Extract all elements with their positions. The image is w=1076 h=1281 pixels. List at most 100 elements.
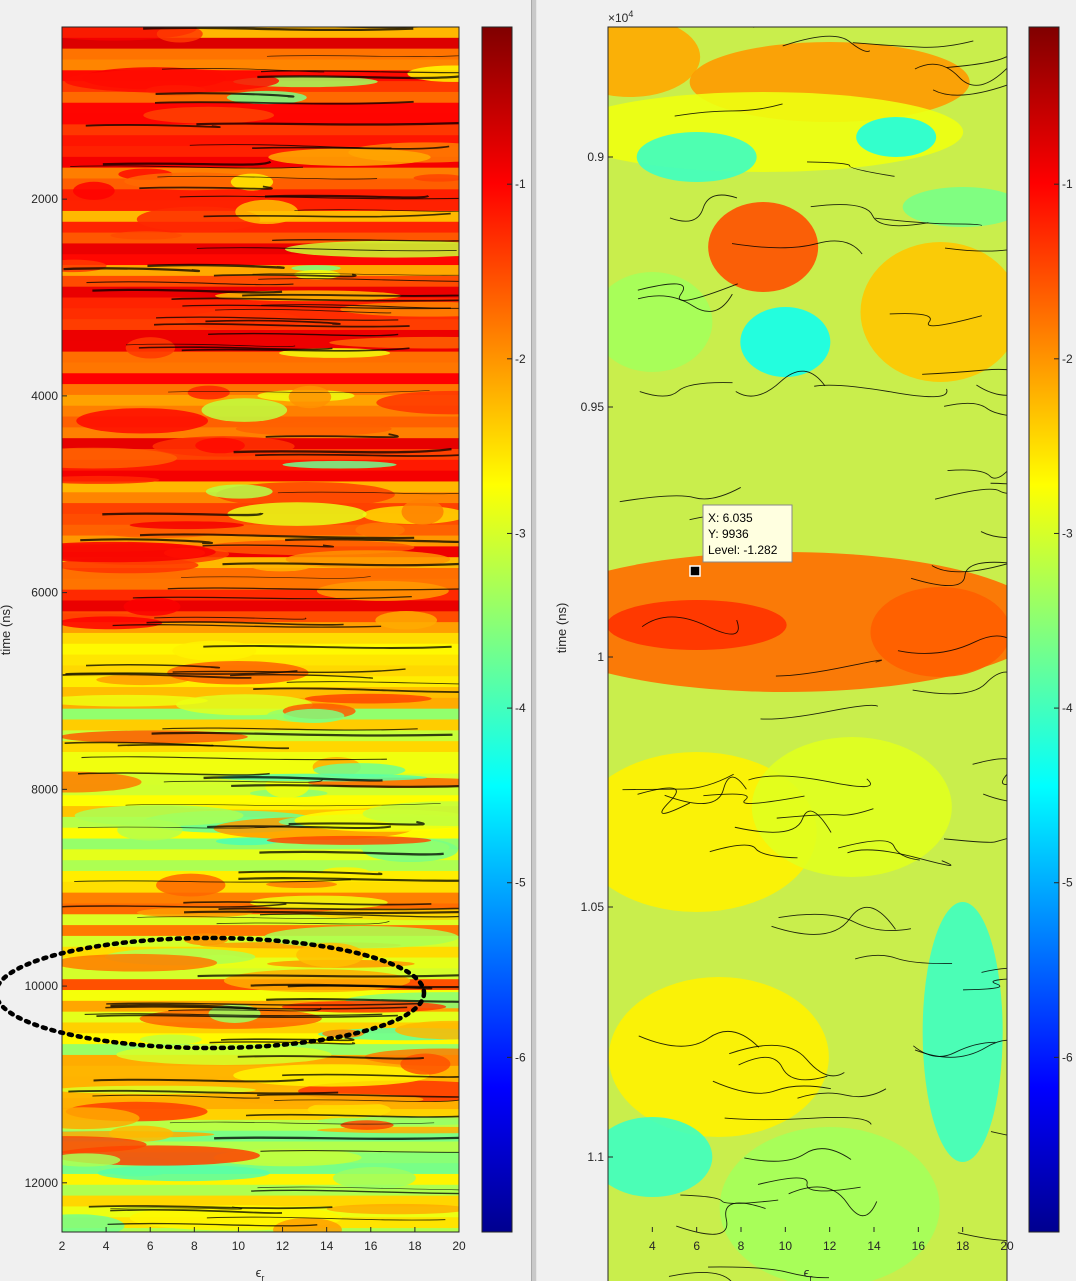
contour-band — [62, 362, 459, 374]
contour-band — [62, 297, 459, 309]
contour-line — [760, 704, 879, 720]
x-tick-label: 10 — [232, 1239, 246, 1253]
contour-blob — [870, 587, 1007, 677]
contour-band — [62, 459, 459, 472]
figure-divider — [531, 0, 537, 1281]
contour-line — [983, 793, 1007, 802]
contour-line — [205, 319, 341, 325]
contour-line — [703, 793, 805, 804]
contour-line — [753, 27, 757, 28]
datatip-marker[interactable] — [689, 565, 701, 577]
contour-band — [62, 27, 459, 39]
contour-blob — [395, 1020, 459, 1040]
contour-line — [709, 844, 798, 859]
contour-line — [946, 56, 1007, 68]
x-tick-label: 4 — [649, 1239, 656, 1253]
contour-line — [96, 1014, 398, 1018]
contour-blob — [62, 1153, 121, 1167]
contour-line — [85, 123, 221, 129]
contour-line — [274, 1099, 459, 1103]
contour-line — [255, 453, 459, 457]
contour-line — [85, 663, 220, 669]
left-contour-plot[interactable]: 2 4 6 8 10 12 14 16 18 20 20004000600080001000012… — [0, 17, 602, 1281]
y-tick-label: 2000 — [31, 192, 58, 206]
contour-blob — [205, 484, 273, 499]
contour-band — [62, 730, 459, 742]
contour-blob — [266, 880, 337, 889]
contour-band — [62, 351, 459, 363]
contour-band — [62, 1141, 459, 1153]
contour-line — [680, 1194, 779, 1204]
contour-band — [62, 892, 459, 904]
contour-blob — [62, 616, 163, 630]
contour-line — [214, 1136, 459, 1140]
contour-line — [68, 1089, 339, 1095]
datatip[interactable]: X: 6.035 Y: 9936 Level: -1.282 — [689, 504, 793, 577]
x-tick-label: 20 — [1000, 1239, 1014, 1253]
contour-blob — [230, 173, 274, 191]
colorbar-tick-label: -1 — [515, 177, 526, 191]
contour-line — [724, 1117, 872, 1125]
contour-line — [847, 849, 952, 866]
left-contour-field — [62, 27, 459, 1232]
contour-line — [264, 194, 430, 199]
contour-blob — [902, 187, 1007, 227]
contour-blob — [62, 694, 208, 707]
contour-blob — [856, 117, 937, 157]
colorbar-tick-label: -4 — [515, 701, 526, 715]
contour-line — [286, 681, 459, 685]
contour-line — [637, 283, 738, 301]
x-tick-label: 4 — [103, 1239, 110, 1253]
contour-band — [62, 135, 459, 147]
left-x-axis-label: ϵr — [256, 1265, 265, 1281]
contour-line — [922, 368, 1007, 375]
contour-line — [253, 687, 459, 693]
contour-line — [179, 195, 459, 200]
y-tick-label: 1 — [597, 650, 604, 664]
right-y-axis: 0.9 0.95 1 1.05 1.1 — [581, 150, 613, 1164]
contour-band — [62, 189, 459, 201]
contour-blob — [136, 206, 261, 233]
contour-band — [62, 1098, 459, 1110]
contour-blob — [172, 640, 257, 661]
contour-line — [107, 1222, 318, 1227]
contour-blob — [294, 269, 341, 280]
contour-line — [146, 621, 344, 626]
contour-blob — [608, 977, 829, 1137]
contour-blob — [73, 181, 115, 200]
contour-line — [637, 787, 691, 814]
contour-line — [259, 850, 444, 856]
contour-blob — [751, 737, 952, 877]
contour-line — [74, 879, 351, 883]
contour-band — [62, 232, 459, 244]
x-tick-label: 2 — [59, 1239, 66, 1253]
right-x-axis: 4 6 8 10 12 14 16 18 20 — [649, 1227, 1014, 1253]
left-colorbar-scale — [481, 26, 513, 1233]
left-y-axis: 2000 4000 6000 8000 10000 12000 — [25, 192, 67, 1190]
x-tick-label: 14 — [867, 1239, 881, 1253]
contour-blob — [62, 953, 218, 972]
contour-band — [62, 719, 459, 731]
contour-band — [62, 37, 459, 50]
contour-line — [294, 209, 459, 212]
contour-blob — [235, 421, 392, 436]
contour-line — [230, 674, 373, 679]
contour-blob — [163, 547, 206, 559]
x-tick-label: 10 — [779, 1239, 793, 1253]
contour-band — [62, 751, 459, 764]
contour-line — [106, 1002, 420, 1006]
contour-blob — [608, 1117, 713, 1197]
contour-line — [183, 901, 432, 906]
contour-line — [980, 531, 1007, 539]
contour-band — [62, 1163, 459, 1175]
contour-blob — [156, 873, 226, 897]
contour-line — [156, 316, 399, 321]
contour-band — [62, 990, 459, 1002]
contour-line — [206, 1216, 446, 1221]
contour-blob — [283, 708, 345, 724]
contour-line — [171, 297, 459, 302]
contour-line — [897, 635, 1007, 654]
contour-blob — [304, 693, 432, 704]
x-tick-label: 20 — [452, 1239, 466, 1253]
